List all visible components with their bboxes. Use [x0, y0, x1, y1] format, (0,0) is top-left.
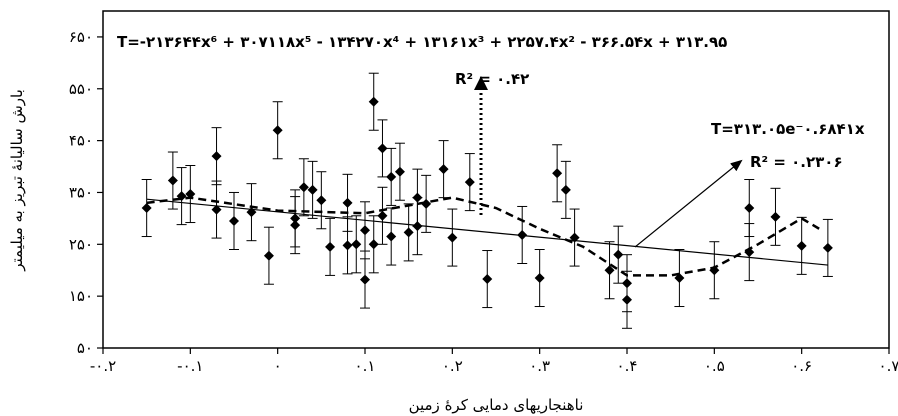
data-point	[622, 294, 632, 305]
x-tick-label: -۰.۱	[177, 357, 203, 375]
data-point	[482, 274, 493, 285]
data-point	[709, 265, 720, 276]
data-point	[394, 166, 405, 177]
y-tick-label: ۵۰	[77, 339, 93, 357]
data-point	[290, 220, 301, 231]
x-tick-label: ۰.۴	[617, 357, 638, 375]
data-point	[412, 221, 423, 232]
y-tick-label: ۵۵۰	[69, 80, 93, 98]
data-point	[569, 232, 580, 243]
data-point	[796, 240, 807, 251]
data-point	[412, 192, 423, 203]
y-tick-label: ۴۵۰	[69, 132, 93, 150]
data-point	[822, 242, 833, 253]
y-tick-label: ۲۵۰	[69, 235, 93, 253]
data-point	[377, 143, 388, 154]
data-point	[307, 184, 318, 195]
data-point	[744, 247, 755, 258]
data-point	[263, 250, 274, 261]
poly-equation: T=-۲۱۳۶۴۴x⁶ + ۳۰۷۱۱۸x⁵ - ۱۳۴۲۷۰x⁴ + ۱۳۱۶…	[117, 33, 727, 51]
y-axis-title: بارش سالیانهٔ تبریز به میلیمتر	[8, 89, 26, 272]
data-point	[613, 249, 624, 260]
x-tick-label: ۰.۱	[355, 357, 376, 375]
data-point	[342, 197, 353, 208]
y-tick-label: ۳۵۰	[69, 183, 93, 201]
exp-r2: R² = ۰.۲۳۰۶	[750, 153, 843, 171]
data-point	[604, 265, 615, 276]
polynomial-trendline	[146, 196, 820, 277]
y-tick-label: ۱۵۰	[69, 287, 93, 305]
data-point	[421, 198, 432, 209]
data-point	[403, 227, 414, 238]
data-point	[167, 175, 178, 186]
data-point	[447, 232, 458, 243]
plot-frame	[102, 10, 890, 349]
x-tick-label: ۰.۷	[879, 357, 898, 375]
data-point	[211, 204, 222, 215]
data-point	[386, 231, 397, 242]
data-point	[185, 189, 196, 200]
data-point	[229, 215, 239, 226]
data-point	[272, 125, 283, 136]
data-point	[360, 274, 370, 285]
data-point	[622, 278, 632, 289]
poly-r2: R² = ۰.۴۲	[455, 70, 529, 88]
r2-exp-arrow	[634, 159, 743, 248]
data-point	[464, 177, 475, 188]
data-point	[534, 273, 545, 284]
x-tick-label: ۰.۳	[529, 357, 550, 375]
y-axis: ۵۰ ۱۵۰ ۲۵۰ ۳۵۰ ۴۵۰ ۵۵۰ ۶۵۰	[69, 28, 103, 357]
data-point	[744, 203, 755, 214]
data-point	[141, 203, 152, 214]
error-bars	[141, 72, 833, 329]
data-point	[211, 151, 222, 162]
data-point	[325, 241, 336, 252]
data-point	[438, 164, 449, 175]
data-point	[552, 168, 563, 179]
data-point	[560, 184, 571, 195]
data-point	[368, 239, 379, 250]
x-tick-label: ۰.۲	[442, 357, 463, 375]
exponential-trendline	[146, 198, 828, 266]
x-axis: -۰.۲ -۰.۱ ۰ ۰.۱ ۰.۲ ۰.۳ ۰.۴ ۰.۵ ۰.۶ ۰.۷	[90, 348, 898, 375]
data-point	[377, 210, 388, 221]
x-axis-title: ناهنجاریهای دمایی کرهٔ زمین	[409, 396, 584, 414]
x-tick-label: ۰.۶	[791, 357, 812, 375]
data-point	[298, 182, 309, 193]
y-tick-label: ۶۵۰	[69, 28, 93, 46]
x-tick-label: ۰	[274, 357, 282, 375]
data-point	[368, 96, 379, 107]
data-points	[141, 96, 833, 305]
data-point	[386, 171, 397, 182]
data-point	[246, 207, 257, 218]
trend-lines	[146, 196, 828, 277]
data-point	[342, 240, 353, 251]
data-point	[351, 239, 362, 250]
data-point	[176, 191, 187, 202]
data-point	[316, 195, 327, 206]
exp-equation: T=۳۱۳.۰۵e⁻۰.۶۸۴۱x	[711, 120, 865, 138]
data-point	[517, 229, 528, 240]
data-point	[290, 213, 301, 224]
data-point	[360, 225, 370, 236]
x-tick-label: -۰.۲	[90, 357, 116, 375]
x-tick-label: ۰.۵	[704, 357, 725, 375]
data-point	[674, 273, 685, 284]
data-point	[770, 211, 781, 222]
